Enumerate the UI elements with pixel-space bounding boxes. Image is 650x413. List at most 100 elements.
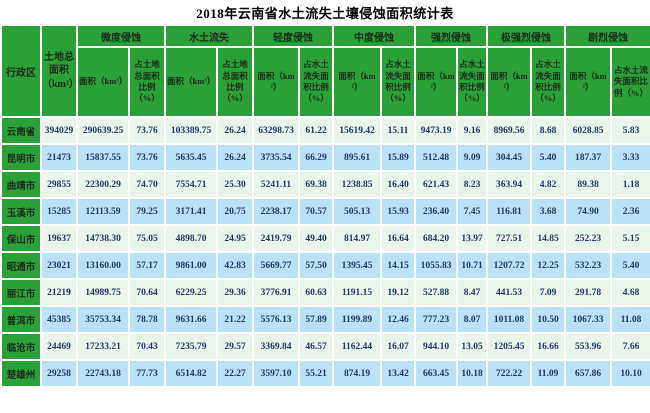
data-cell: 12.25 [530,251,566,280]
data-cell: 3171.41 [164,197,218,226]
col-header-total-land-area: 土地总面积（km²） [40,24,78,118]
region-label: 昭通市 [0,251,42,280]
data-cell: 16.66 [530,332,566,361]
data-cell: 75.05 [128,224,166,253]
sub-header-pct-of-soil-loss: 占水土流失面积比例（%） [610,46,650,118]
table-row: 曲靖市 29855 22300.29 74.70 7554.71 25.30 5241.11… [0,170,650,199]
sub-header-pct-of-soil-loss: 占水土流失面积比例（%） [380,46,416,118]
data-cell: 35753.34 [76,305,130,334]
sub-header-area: 面积（km²） [332,46,382,118]
table-body: 云南省 394029 290639.25 73.76 103389.75 26.24 632… [0,116,650,388]
data-cell: 16.64 [380,224,416,253]
data-cell: 5576.13 [252,305,300,334]
data-cell: 236.40 [414,197,458,226]
data-cell: 4.68 [610,278,650,307]
data-cell: 727.51 [486,224,532,253]
data-cell: 21473 [40,143,78,172]
data-cell: 7.45 [456,197,488,226]
table-row: 临沧市 24469 17233.21 70.43 7235.79 29.57 3369.84… [0,332,650,361]
data-cell: 21219 [40,278,78,307]
data-cell: 63298.73 [252,116,300,145]
data-cell: 17233.21 [76,332,130,361]
data-cell: 527.88 [414,278,458,307]
region-label: 玉溪市 [0,197,42,226]
data-cell: 553.96 [564,332,612,361]
data-cell: 15.93 [380,197,416,226]
data-cell: 12.46 [380,305,416,334]
data-cell: 74.90 [564,197,612,226]
data-cell: 24469 [40,332,78,361]
sub-header-pct-of-land: 占土地总面积比例（%） [216,46,254,118]
data-cell: 1011.08 [486,305,532,334]
data-cell: 23021 [40,251,78,280]
data-cell: 21.22 [216,305,254,334]
data-cell: 505.13 [332,197,382,226]
sub-header-area: 面积（km²） [164,46,218,118]
table-row: 普洱市 45385 35753.34 78.78 9631.66 21.22 5576.13… [0,305,650,334]
data-cell: 26.24 [216,116,254,145]
data-cell: 49.40 [298,224,334,253]
data-cell: 5635.45 [164,143,218,172]
data-cell: 777.23 [414,305,458,334]
table-row: 昭通市 23021 13160.00 57.17 9861.00 42.83 5669.77… [0,251,650,280]
data-cell: 2238.17 [252,197,300,226]
region-label: 保山市 [0,224,42,253]
data-cell: 57.17 [128,251,166,280]
table-row: 玉溪市 15285 12113.59 79.25 3171.41 20.75 2238.17… [0,197,650,226]
data-cell: 4898.70 [164,224,218,253]
data-cell: 69.38 [298,170,334,199]
sub-header-pct-of-soil-loss: 占水土流失面积比例（%） [530,46,566,118]
data-cell: 13.97 [456,224,488,253]
data-cell: 10.50 [530,305,566,334]
data-cell: 304.45 [486,143,532,172]
data-cell: 19.12 [380,278,416,307]
data-cell: 14.85 [530,224,566,253]
group-header-row: 行政区 土地总面积（km²） 微度侵蚀 水土流失 轻度侵蚀 中度侵蚀 强烈侵蚀 … [0,24,650,118]
data-cell: 29.57 [216,332,254,361]
data-cell: 4.82 [530,170,566,199]
region-label: 曲靖市 [0,170,42,199]
data-cell: 14738.30 [76,224,130,253]
data-cell: 441.53 [486,278,532,307]
data-cell: 22743.18 [76,359,130,388]
data-cell: 103389.75 [164,116,218,145]
col-header-region: 行政区 [0,24,42,118]
data-cell: 5.40 [610,251,650,280]
data-cell: 1207.72 [486,251,532,280]
data-cell: 252.23 [564,224,612,253]
data-cell: 8969.56 [486,116,532,145]
table-row: 丽江市 21219 14989.75 70.64 6229.25 29.36 3776.91… [0,278,650,307]
data-cell: 61.22 [298,116,334,145]
data-cell: 22300.29 [76,170,130,199]
data-cell: 363.94 [486,170,532,199]
data-cell: 16.40 [380,170,416,199]
group-header-slight-erosion: 微度侵蚀 [76,24,166,48]
data-cell: 70.43 [128,332,166,361]
data-cell: 77.73 [128,359,166,388]
data-cell: 895.61 [332,143,382,172]
region-label: 丽江市 [0,278,42,307]
sub-header-pct-of-soil-loss: 占水土流失面积比例（%） [298,46,334,118]
data-cell: 5241.11 [252,170,300,199]
data-cell: 7554.71 [164,170,218,199]
sub-header-area: 面积（km²） [76,46,130,118]
data-cell: 29.36 [216,278,254,307]
data-cell: 13160.00 [76,251,130,280]
data-cell: 394029 [40,116,78,145]
data-cell: 8.07 [456,305,488,334]
table-row: 楚雄州 29258 22743.18 77.73 6514.82 22.27 3597.10… [0,359,650,388]
data-cell: 1.18 [610,170,650,199]
page-title: 2018年云南省水土流失土壤侵蚀面积统计表 [196,6,454,21]
data-cell: 13.05 [456,332,488,361]
data-cell: 16.07 [380,332,416,361]
data-cell: 1067.33 [564,305,612,334]
data-cell: 25.30 [216,170,254,199]
data-cell: 5.83 [610,116,650,145]
table-row: 昆明市 21473 15837.55 73.76 5635.45 26.24 3735.54… [0,143,650,172]
data-cell: 512.48 [414,143,458,172]
data-cell: 6028.85 [564,116,612,145]
data-cell: 2.36 [610,197,650,226]
region-label: 昆明市 [0,143,42,172]
data-cell: 24.95 [216,224,254,253]
data-cell: 9.16 [456,116,488,145]
